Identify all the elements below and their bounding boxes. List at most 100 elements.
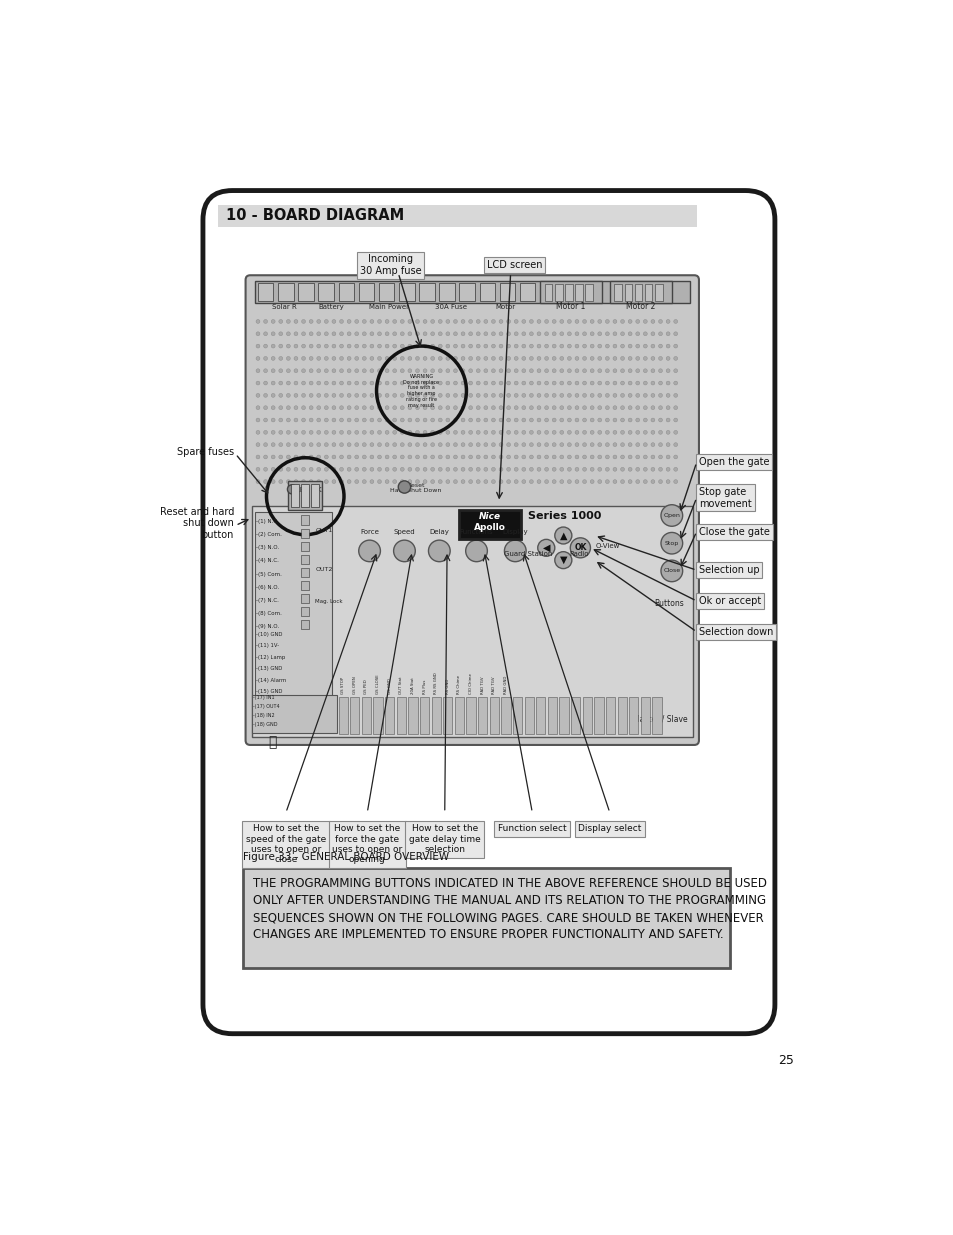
FancyBboxPatch shape	[609, 282, 671, 303]
Circle shape	[445, 357, 449, 361]
Circle shape	[445, 454, 449, 459]
FancyBboxPatch shape	[466, 698, 476, 734]
Circle shape	[673, 406, 677, 410]
Circle shape	[255, 332, 259, 336]
Circle shape	[552, 345, 556, 348]
Circle shape	[309, 431, 313, 435]
Circle shape	[430, 454, 435, 459]
Circle shape	[255, 369, 259, 373]
Circle shape	[620, 345, 624, 348]
Circle shape	[332, 394, 335, 398]
Circle shape	[263, 479, 267, 484]
Circle shape	[355, 382, 358, 385]
Circle shape	[537, 454, 540, 459]
Circle shape	[635, 479, 639, 484]
Circle shape	[491, 479, 495, 484]
Text: Nice: Nice	[478, 513, 500, 521]
Circle shape	[658, 431, 661, 435]
FancyBboxPatch shape	[499, 283, 515, 301]
Text: WARNING
Do not replace
fuse with a
higher amp
rating or fire
may result: WARNING Do not replace fuse with a highe…	[403, 374, 439, 408]
Circle shape	[642, 369, 646, 373]
Circle shape	[294, 479, 297, 484]
Circle shape	[658, 442, 661, 447]
Circle shape	[294, 431, 297, 435]
Circle shape	[437, 320, 442, 324]
Circle shape	[271, 419, 274, 422]
Circle shape	[408, 394, 412, 398]
Circle shape	[339, 394, 343, 398]
Circle shape	[498, 431, 502, 435]
FancyBboxPatch shape	[539, 282, 601, 303]
Circle shape	[301, 369, 305, 373]
FancyBboxPatch shape	[458, 510, 520, 540]
Text: Main Power: Main Power	[369, 304, 409, 310]
Circle shape	[271, 467, 274, 472]
Circle shape	[521, 369, 525, 373]
Circle shape	[370, 467, 374, 472]
Circle shape	[393, 382, 396, 385]
Circle shape	[278, 357, 282, 361]
FancyBboxPatch shape	[318, 283, 334, 301]
Circle shape	[408, 345, 412, 348]
Circle shape	[316, 479, 320, 484]
Circle shape	[408, 479, 412, 484]
Circle shape	[476, 357, 479, 361]
Circle shape	[339, 454, 343, 459]
Circle shape	[286, 479, 290, 484]
FancyBboxPatch shape	[524, 698, 534, 734]
Circle shape	[430, 442, 435, 447]
Circle shape	[339, 442, 343, 447]
Circle shape	[271, 406, 274, 410]
Circle shape	[642, 332, 646, 336]
Circle shape	[529, 357, 533, 361]
Circle shape	[453, 382, 456, 385]
Circle shape	[309, 406, 313, 410]
Circle shape	[559, 394, 563, 398]
Circle shape	[575, 320, 578, 324]
Circle shape	[491, 467, 495, 472]
Circle shape	[339, 345, 343, 348]
Circle shape	[362, 454, 366, 459]
Circle shape	[408, 332, 412, 336]
Text: GS GND: GS GND	[387, 678, 392, 694]
Text: GS CLOSE: GS CLOSE	[375, 674, 379, 694]
Circle shape	[428, 540, 450, 562]
Circle shape	[665, 479, 669, 484]
Circle shape	[347, 369, 351, 373]
Circle shape	[286, 357, 290, 361]
Circle shape	[400, 479, 404, 484]
FancyBboxPatch shape	[245, 275, 699, 745]
Circle shape	[506, 442, 510, 447]
Circle shape	[468, 320, 472, 324]
Circle shape	[416, 357, 419, 361]
Circle shape	[460, 406, 464, 410]
Circle shape	[286, 332, 290, 336]
Circle shape	[521, 382, 525, 385]
Circle shape	[582, 442, 586, 447]
FancyBboxPatch shape	[564, 284, 572, 300]
Circle shape	[408, 442, 412, 447]
Circle shape	[460, 419, 464, 422]
Circle shape	[559, 454, 563, 459]
Circle shape	[642, 320, 646, 324]
Circle shape	[544, 332, 548, 336]
Circle shape	[605, 442, 609, 447]
Circle shape	[665, 320, 669, 324]
Text: -(18) GND: -(18) GND	[253, 722, 277, 727]
Circle shape	[423, 382, 427, 385]
FancyBboxPatch shape	[291, 484, 298, 508]
Circle shape	[468, 394, 472, 398]
Circle shape	[423, 431, 427, 435]
Circle shape	[521, 442, 525, 447]
Circle shape	[650, 454, 654, 459]
FancyBboxPatch shape	[254, 513, 332, 731]
Circle shape	[430, 479, 435, 484]
Circle shape	[460, 382, 464, 385]
Circle shape	[521, 479, 525, 484]
Circle shape	[437, 332, 442, 336]
FancyBboxPatch shape	[338, 283, 354, 301]
Circle shape	[673, 454, 677, 459]
Text: Series 1000: Series 1000	[528, 511, 601, 521]
Text: Reset
Hard Shut Down: Reset Hard Shut Down	[390, 483, 441, 494]
Circle shape	[590, 357, 594, 361]
